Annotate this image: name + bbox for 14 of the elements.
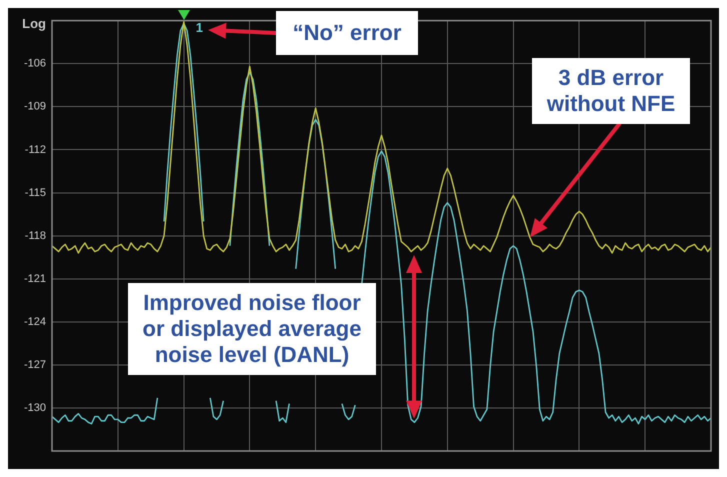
y-tick-label: -106	[24, 58, 46, 70]
y-tick-label: -124	[24, 316, 46, 328]
annotation: 3 dB error without NFE	[546, 65, 676, 117]
annotation: “No” error	[292, 20, 402, 46]
annotation: 1	[196, 20, 204, 36]
y-tick-label: -109	[24, 100, 46, 113]
annotation: Improved noise floor or displayed average noise level (DANL)	[142, 290, 362, 368]
y-tick-label: -127	[24, 358, 46, 371]
y-axis-title: Log	[22, 16, 46, 32]
y-tick-label: -118	[24, 230, 46, 242]
y-tick-label: -130	[24, 402, 46, 414]
y-tick-label: -121	[24, 272, 46, 285]
y-tick-label: -112	[24, 144, 46, 156]
y-tick-label: -115	[24, 186, 46, 199]
